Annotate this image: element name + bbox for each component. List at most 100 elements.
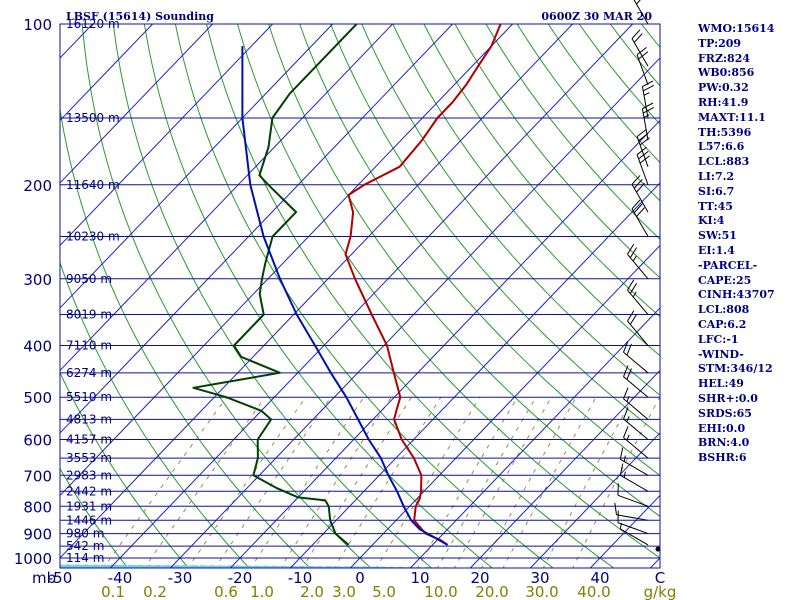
index-item: WB0:856 bbox=[698, 66, 755, 80]
sounding-indices-panel: WMO:15614 TP:209 FRZ:824 WB0:856 PW:0.32 RH:4… bbox=[698, 22, 798, 466]
dry-adiabat bbox=[174, 24, 554, 568]
index-item: BSHR:6 bbox=[698, 451, 747, 465]
height-label: 542 m bbox=[66, 539, 104, 553]
barb-shaft bbox=[631, 208, 649, 237]
pressure-tick-label: 700 bbox=[23, 467, 52, 485]
barb-flag bbox=[643, 92, 650, 96]
mixing-ratio-line bbox=[214, 396, 332, 568]
height-label: 9050 m bbox=[66, 272, 112, 286]
temperature-tick-label: 10 bbox=[410, 569, 429, 587]
height-label: 4813 m bbox=[66, 412, 112, 426]
barb-shaft bbox=[641, 108, 649, 141]
barb-flag bbox=[626, 434, 630, 441]
pressure-tick-label: 900 bbox=[23, 526, 52, 544]
barb-shaft bbox=[623, 376, 649, 398]
mixing-ratio-label: 0.2 bbox=[143, 583, 167, 600]
height-label: 114 m bbox=[66, 551, 104, 565]
dry-adiabat bbox=[206, 24, 615, 568]
mixing-ratio-line bbox=[333, 396, 442, 568]
barb-shaft bbox=[636, 154, 649, 185]
temperature-tick-label: -10 bbox=[288, 569, 313, 587]
temperature-line bbox=[344, 24, 502, 546]
barb-shaft bbox=[620, 528, 649, 546]
barb-flag bbox=[619, 463, 624, 476]
temperature-unit-label: C bbox=[655, 569, 665, 587]
temperature-tick-label: -40 bbox=[108, 569, 133, 587]
mixing-ratio-label: 3.0 bbox=[332, 583, 356, 600]
dry-adiabat bbox=[330, 24, 660, 436]
barb-shaft bbox=[623, 351, 649, 374]
temperature-tick-label: 20 bbox=[470, 569, 489, 587]
barb-shaft bbox=[641, 86, 649, 119]
wind-barb bbox=[619, 447, 649, 476]
mixing-ratio-label: 0.1 bbox=[101, 583, 125, 600]
wind-barb bbox=[614, 502, 649, 521]
dry-adiabat bbox=[423, 24, 660, 318]
index-item: KI:4 bbox=[698, 214, 725, 228]
mixing-ratio-line bbox=[416, 396, 518, 568]
height-label: 3553 m bbox=[66, 451, 112, 465]
barb-flag bbox=[633, 33, 643, 43]
pressure-tick-label: 300 bbox=[23, 271, 52, 289]
mixing-ratio-line bbox=[453, 396, 552, 568]
barb-shaft bbox=[636, 54, 649, 86]
isotherm bbox=[60, 24, 513, 497]
mixing-ratio-unit: g/kg bbox=[644, 583, 677, 600]
barb-shaft bbox=[631, 184, 649, 213]
wind-barbs bbox=[614, 0, 661, 552]
mixing-ratio-label: 30.0 bbox=[525, 583, 558, 600]
index-item: CAPE:25 bbox=[698, 273, 752, 287]
dewpoint-line bbox=[192, 24, 358, 546]
isotherm bbox=[60, 24, 393, 372]
wind-barb bbox=[641, 102, 655, 141]
isotherm bbox=[60, 24, 573, 559]
barb-flag bbox=[631, 29, 641, 39]
barb-shaft bbox=[617, 494, 649, 507]
height-label: 7110 m bbox=[66, 339, 112, 353]
mixing-ratio-line bbox=[187, 396, 307, 568]
height-label: 10230 m bbox=[66, 229, 120, 243]
index-item: LCL:883 bbox=[698, 155, 750, 169]
barb-flag bbox=[636, 182, 645, 193]
profile-series bbox=[192, 24, 502, 546]
barb-flag bbox=[623, 455, 626, 462]
barb-flag bbox=[626, 368, 632, 380]
plot-border bbox=[59, 23, 661, 569]
wind-barb bbox=[619, 463, 649, 492]
index-item: CAP:6.2 bbox=[698, 317, 747, 331]
wind-barb bbox=[633, 0, 649, 25]
barb-flag bbox=[627, 243, 635, 255]
thermo-grid bbox=[60, 24, 660, 568]
wind-barb bbox=[631, 175, 649, 213]
index-item: TP:209 bbox=[698, 36, 742, 50]
index-item: LI:7.2 bbox=[698, 169, 735, 183]
barb-flag bbox=[642, 84, 655, 92]
barb-shaft bbox=[623, 398, 649, 420]
temperature-tick-label: -50 bbox=[48, 569, 73, 587]
moist-adiabat bbox=[60, 564, 506, 568]
pressure-tick-label: 200 bbox=[23, 177, 52, 195]
plot-area bbox=[60, 24, 660, 568]
height-label: 5510 m bbox=[66, 390, 112, 404]
wind-barb bbox=[631, 199, 649, 237]
barb-flag bbox=[636, 46, 647, 56]
wind-barb bbox=[636, 46, 649, 86]
wind-barb bbox=[631, 29, 649, 67]
dry-adiabat bbox=[516, 24, 660, 202]
barb-flag bbox=[623, 407, 629, 420]
dry-adiabat bbox=[547, 24, 660, 164]
wind-barb bbox=[627, 243, 649, 280]
temperature-tick-label: 0 bbox=[355, 569, 365, 587]
isotherm bbox=[529, 432, 660, 568]
height-label: 4157 m bbox=[66, 433, 112, 447]
index-item: TT:45 bbox=[698, 199, 733, 213]
isotherm bbox=[409, 307, 660, 568]
isotherm bbox=[169, 57, 660, 568]
wind-barb bbox=[641, 80, 655, 119]
index-item: EHI:0.0 bbox=[698, 421, 746, 435]
parcel-line bbox=[241, 46, 449, 546]
barb-flag bbox=[623, 471, 626, 478]
mixing-ratio-label: 1.0 bbox=[250, 583, 274, 600]
isotherm bbox=[109, 24, 633, 568]
dry-adiabat bbox=[81, 24, 372, 568]
